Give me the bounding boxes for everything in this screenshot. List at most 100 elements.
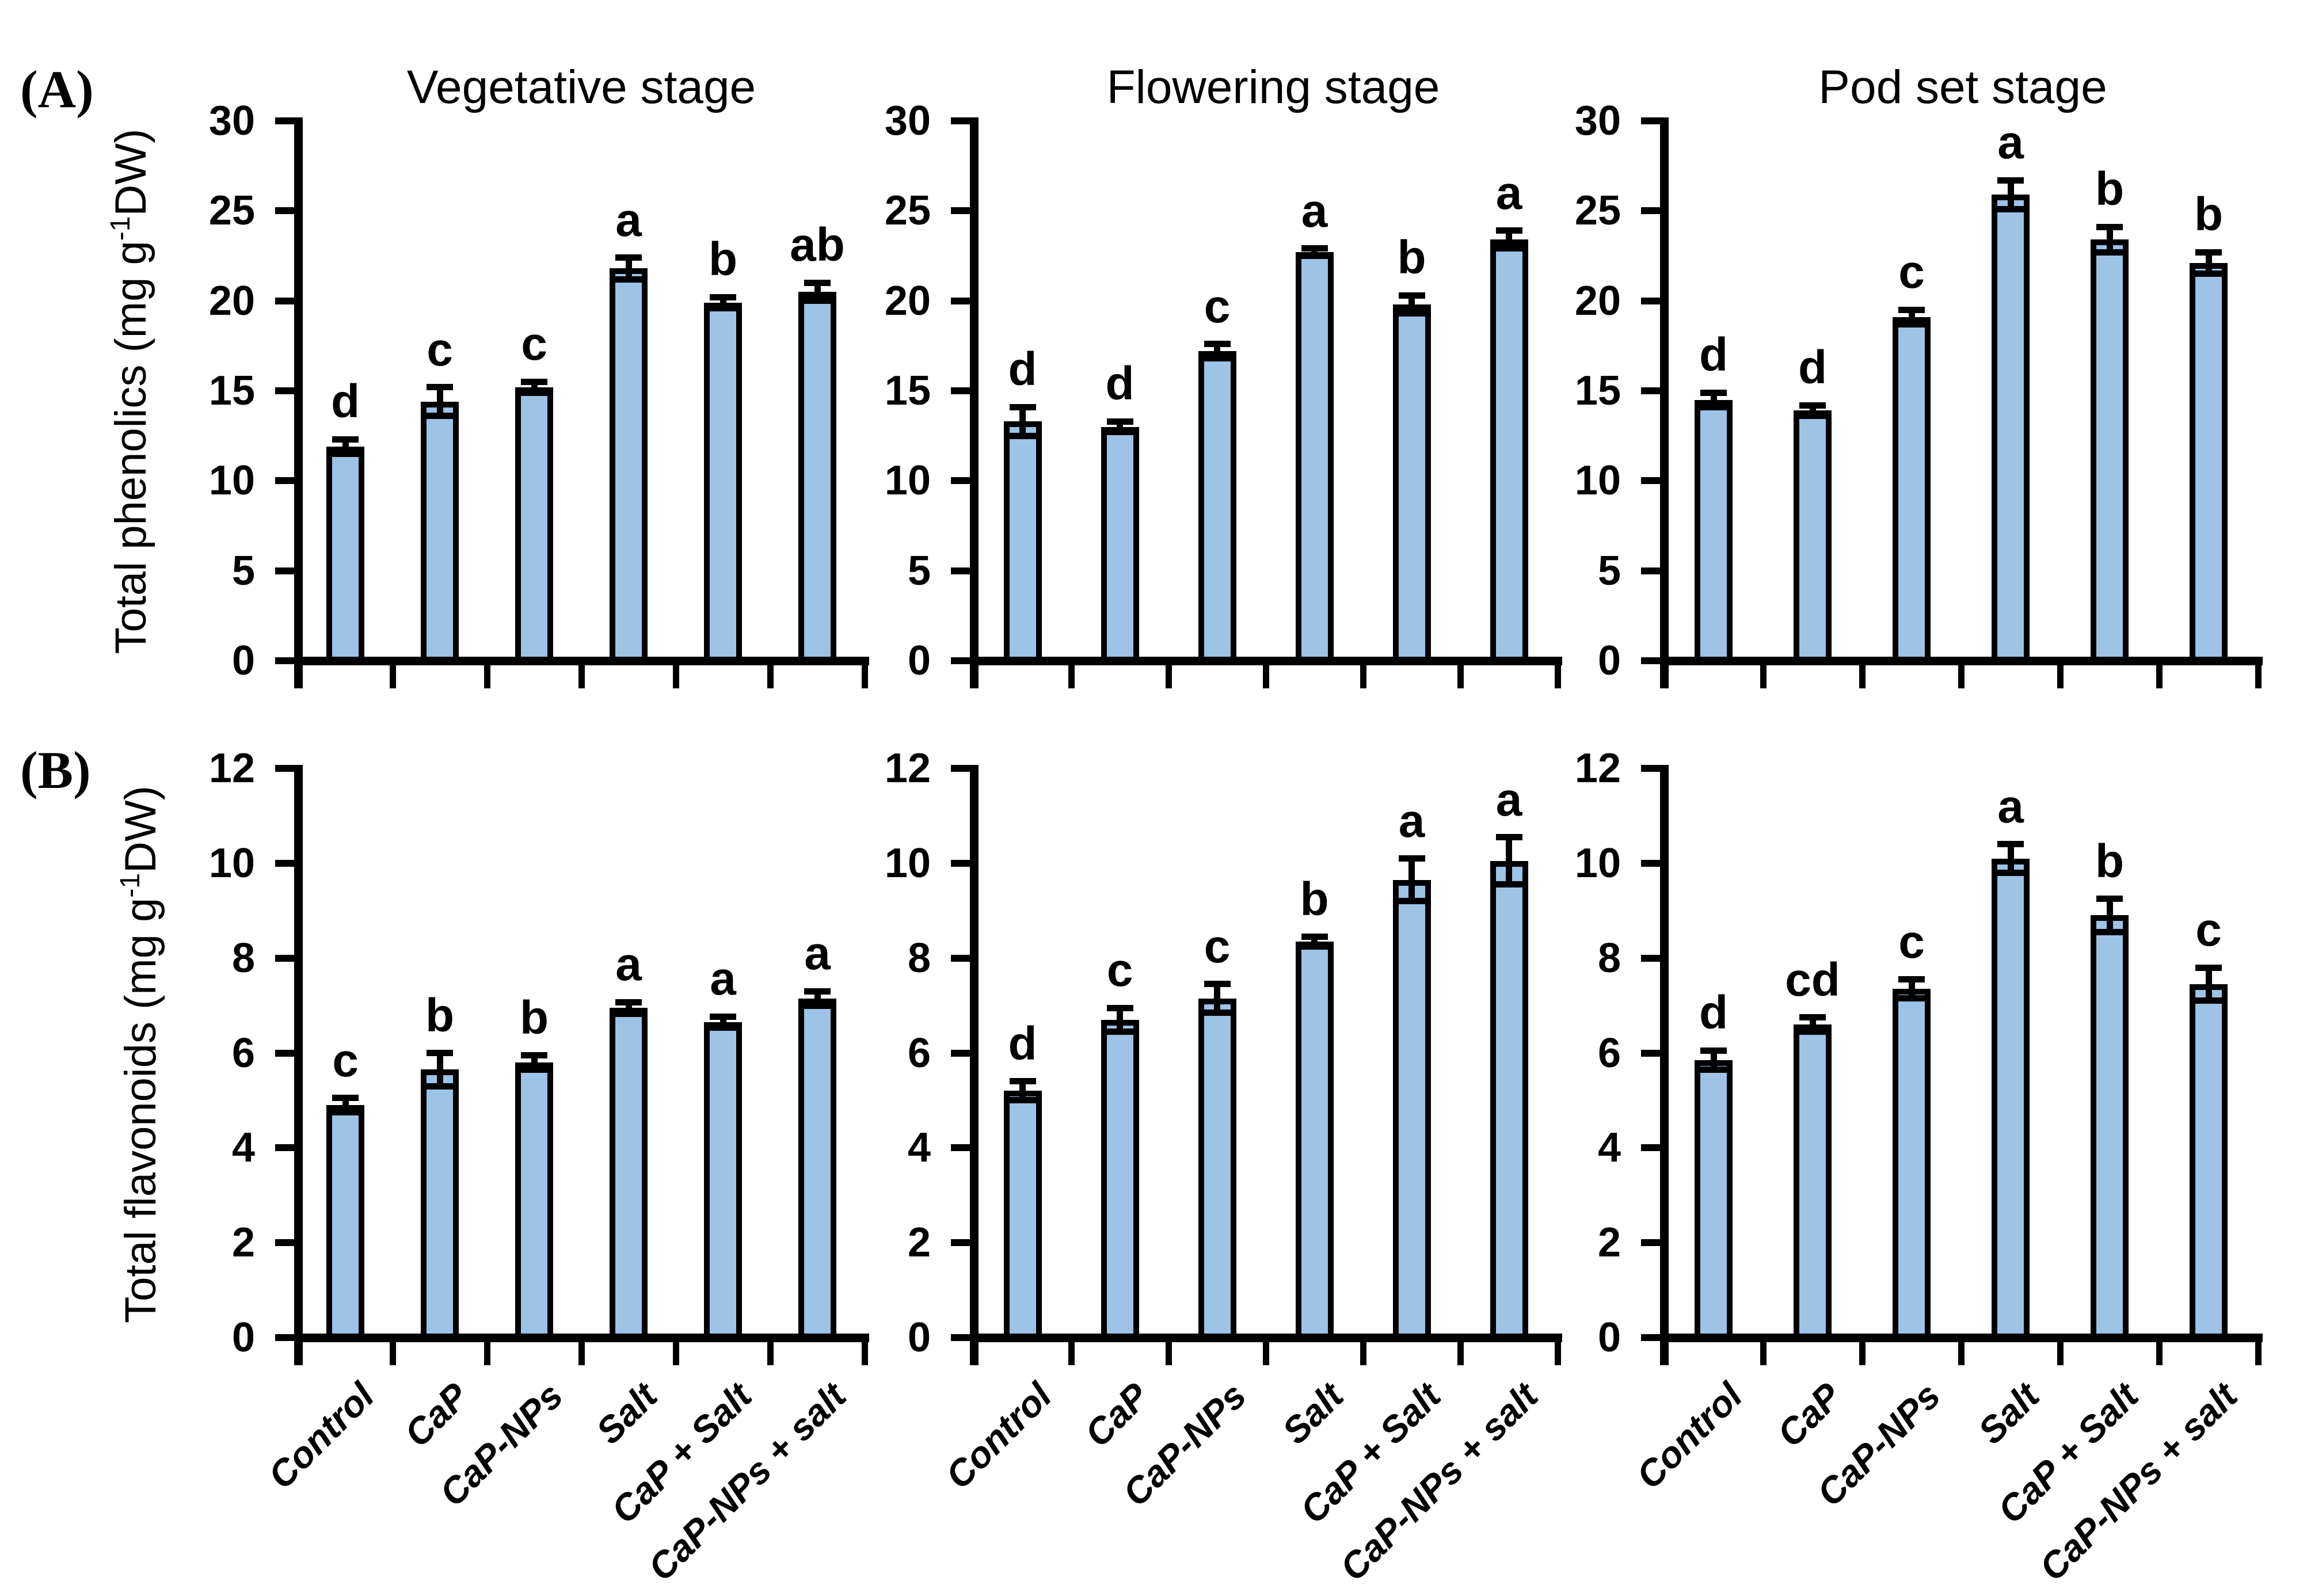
- x-tick-2: [484, 665, 490, 688]
- x-tick-1: [1068, 665, 1075, 688]
- x-tick-1: [1760, 1342, 1767, 1365]
- error-bar-CaP + Salt: [2106, 227, 2113, 253]
- bar-Control: [326, 1105, 364, 1338]
- y-tick-label-10: 10: [1574, 840, 1621, 886]
- x-tick-4: [2057, 1342, 2064, 1365]
- x-category-label-Salt: Salt: [1970, 1374, 2047, 1452]
- y-tick-12: [1640, 765, 1660, 772]
- error-bar-cap-bottom-CaP + Salt: [2096, 928, 2123, 935]
- error-bar-cap-bottom-CaP: [1799, 413, 1826, 420]
- y-tick-label-12: 12: [1574, 745, 1621, 791]
- x-tick-4: [1360, 665, 1366, 688]
- error-bar-cap-bottom-Salt: [615, 276, 642, 283]
- y-tick-label-5: 5: [1597, 547, 1621, 594]
- bar-CaP-NPs: [1198, 998, 1236, 1338]
- bar-CaP: [1794, 410, 1832, 661]
- error-bar-cap-bottom-Salt: [1997, 869, 2024, 876]
- error-bar-cap-top-CaP + Salt: [1398, 292, 1425, 299]
- error-bar-cap-top-CaP-NPs: [521, 378, 547, 385]
- sig-letter-CaP: d: [1105, 357, 1135, 410]
- x-axis-line: [969, 1333, 1562, 1342]
- sig-letter-CaP-NPs + salt: b: [2194, 188, 2224, 241]
- bar-Control: [1695, 1060, 1733, 1338]
- y-tick-0: [1640, 657, 1660, 664]
- y-tick-0: [950, 1334, 970, 1341]
- y-tick-2: [275, 1239, 294, 1247]
- x-axis-line: [1659, 1333, 2263, 1342]
- x-category-label-CaP + Salt: CaP + Salt: [603, 1374, 760, 1532]
- x-category-label-Control: Control: [1628, 1374, 1750, 1497]
- sig-letter-Control: d: [330, 375, 360, 428]
- bar-CaP-NPs + salt: [1490, 860, 1528, 1338]
- bar-CaP: [1794, 1024, 1832, 1338]
- error-bar-CaP: [1809, 405, 1816, 416]
- y-tick-25: [1640, 207, 1660, 215]
- sig-letter-CaP: c: [427, 323, 453, 376]
- x-tick-3: [1958, 1342, 1965, 1365]
- y-axis-label-phenolics-text: Total phenolics (mg g: [106, 241, 155, 654]
- error-bar-CaP + Salt: [719, 1016, 726, 1028]
- error-bar-cap-top-Control: [332, 1095, 359, 1102]
- error-bar-cap-top-Salt: [615, 999, 642, 1005]
- y-tick-8: [275, 954, 294, 962]
- x-tick-3: [1262, 665, 1269, 688]
- error-bar-cap-bottom-CaP + Salt: [2096, 249, 2123, 256]
- error-bar-Salt: [2007, 844, 2014, 873]
- error-bar-Salt: [625, 1002, 632, 1014]
- y-tick-10: [950, 477, 970, 485]
- error-bar-cap-top-CaP: [1799, 402, 1826, 409]
- y-tick-6: [1640, 1049, 1660, 1057]
- x-tick-0: [295, 665, 302, 688]
- y-axis-label-flavonoids-superscript: -1: [115, 873, 146, 898]
- sig-letter-Control: d: [1008, 343, 1037, 396]
- error-bar-CaP-NPs + salt: [1506, 230, 1512, 249]
- error-bar-CaP: [1117, 421, 1123, 432]
- error-bar-CaP: [436, 387, 443, 416]
- x-tick-2: [1165, 1342, 1172, 1365]
- y-tick-label-12: 12: [884, 745, 931, 791]
- bar-CaP-NPs + salt: [798, 998, 836, 1338]
- x-tick-5: [1457, 1342, 1464, 1365]
- error-bar-Salt: [1311, 936, 1318, 947]
- x-axis-line: [969, 656, 1562, 665]
- y-tick-12: [275, 765, 294, 772]
- x-tick-2: [1165, 665, 1172, 688]
- bar-Salt: [610, 268, 648, 661]
- y-tick-10: [1640, 477, 1660, 485]
- error-bar-cap-top-Salt: [1997, 841, 2024, 848]
- x-category-label-Salt: Salt: [1274, 1374, 1352, 1452]
- y-axis-label-flavonoids-unit: DW): [116, 786, 165, 873]
- sig-letter-CaP-NPs: c: [521, 318, 547, 371]
- y-tick-2: [1640, 1239, 1660, 1247]
- error-bar-cap-bottom-CaP-NPs + salt: [1495, 245, 1522, 252]
- error-bar-Salt: [2007, 180, 2014, 210]
- y-tick-label-20: 20: [1574, 277, 1621, 324]
- error-bar-cap-top-CaP-NPs + salt: [2195, 964, 2222, 971]
- sig-letter-CaP + Salt: a: [1398, 794, 1425, 847]
- sig-letter-CaP-NPs: c: [1898, 246, 1925, 299]
- error-bar-cap-top-Control: [1009, 403, 1036, 410]
- error-bar-cap-top-CaP: [427, 384, 453, 391]
- error-bar-CaP-NPs: [531, 382, 538, 393]
- y-tick-4: [1640, 1144, 1660, 1152]
- x-category-label-CaP-NPs + salt: CaP-NPs + salt: [640, 1374, 854, 1589]
- y-tick-15: [950, 387, 970, 394]
- bar-Control: [326, 446, 364, 661]
- error-bar-cap-bottom-CaP + Salt: [710, 304, 736, 311]
- error-bar-cap-bottom-CaP-NPs: [521, 1066, 547, 1073]
- error-bar-cap-top-CaP-NPs: [1204, 341, 1231, 348]
- y-axis-label-flavonoids-text: Total flavonoids (mg g: [116, 897, 165, 1323]
- x-category-label-CaP-NPs: CaP-NPs: [431, 1374, 571, 1514]
- sig-letter-CaP: b: [425, 989, 455, 1042]
- x-tick-5: [2156, 1342, 2163, 1365]
- sig-letter-CaP: d: [1798, 341, 1828, 394]
- error-bar-cap-top-Control: [1700, 1047, 1727, 1054]
- x-tick-4: [672, 1342, 679, 1365]
- y-tick-label-5: 5: [907, 547, 931, 594]
- y-tick-label-10: 10: [884, 458, 931, 504]
- y-tick-label-8: 8: [1597, 935, 1621, 981]
- error-bar-cap-bottom-Control: [1700, 403, 1727, 410]
- error-bar-CaP-NPs: [1214, 984, 1220, 1013]
